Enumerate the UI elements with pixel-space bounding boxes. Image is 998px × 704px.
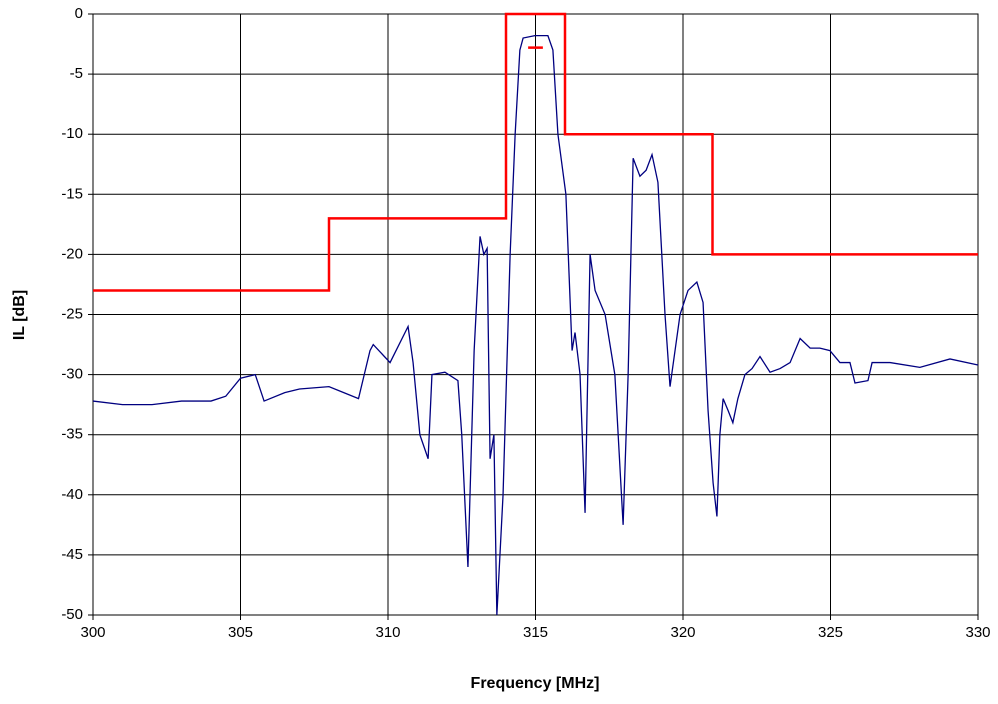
y-tick-label: 0 [75,5,83,22]
y-tick-label: -35 [61,426,83,443]
x-tick-label: 300 [80,624,105,641]
y-tick-label: -5 [70,65,83,82]
y-tick-label: -45 [61,546,83,563]
x-tick-label: 310 [375,624,400,641]
y-tick-label: -50 [61,606,83,623]
y-tick-label: -25 [61,305,83,322]
x-tick-label: 305 [228,624,253,641]
series-line [93,12,978,292]
y-tick-label: -20 [61,245,83,262]
x-tick-label: 330 [965,624,990,641]
x-axis-title: Frequency [MHz] [471,675,600,692]
y-tick-label: -10 [61,125,83,142]
x-tick-label: 315 [523,624,548,641]
y-tick-label: -15 [61,185,83,202]
x-tick-label: 325 [818,624,843,641]
x-tick-label: 320 [670,624,695,641]
y-axis-title: IL [dB] [11,290,28,340]
y-tick-label: -30 [61,366,83,383]
y-tick-label: -40 [61,486,83,503]
series-line [92,34,979,616]
